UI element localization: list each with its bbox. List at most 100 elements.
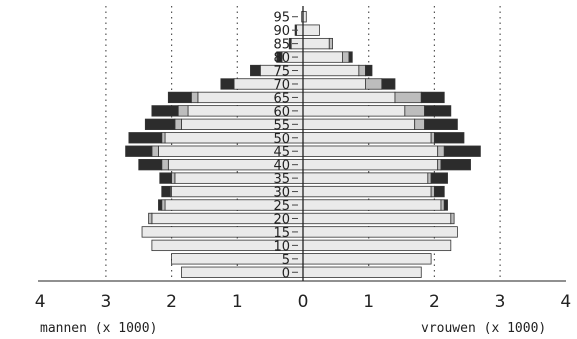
bar-mannen-35-seg2 — [171, 172, 176, 184]
y-tick-label: 85 — [273, 38, 290, 53]
bar-mannen-75-seg3 — [250, 64, 261, 77]
chart-grid — [105, 6, 501, 281]
y-tick-label: 75 — [273, 65, 290, 80]
x-tick-labels: 4 3 2 1 0 1 2 3 4 — [35, 292, 571, 312]
bar-vrouwen-25-seg2 — [440, 199, 445, 211]
bar-vrouwen-30-seg2 — [430, 185, 435, 198]
bar-vrouwen-60-seg3 — [424, 105, 452, 117]
bar-vrouwen-30-seg1 — [302, 185, 432, 198]
y-tick-label: 15 — [273, 226, 290, 241]
y-tick-label: 35 — [273, 172, 290, 187]
bar-mannen-30-seg3 — [161, 185, 171, 198]
x-tick-label: 0 — [298, 292, 309, 312]
y-tick-label: 5 — [282, 253, 290, 268]
bar-vrouwen-40-seg2 — [437, 159, 442, 171]
bar-vrouwen-65-seg2 — [394, 91, 422, 104]
bar-vrouwen-45-seg2 — [437, 145, 445, 157]
bar-mannen-20-seg2 — [148, 212, 153, 225]
y-tick-label: 50 — [273, 132, 290, 147]
y-tick-label: 80 — [273, 51, 290, 66]
bar-vrouwen-5-seg1 — [302, 253, 432, 265]
bar-mannen-45-seg2 — [151, 145, 159, 157]
bar-vrouwen-25-seg1 — [302, 199, 442, 211]
bar-mannen-60-seg2 — [177, 105, 189, 117]
bar-mannen-25-seg3 — [158, 199, 163, 211]
bar-vrouwen-0-seg1 — [302, 266, 422, 278]
x-axis-label-women: vrouwen (x 1000) — [421, 321, 547, 336]
bar-mannen-70-seg3 — [220, 78, 235, 90]
bar-vrouwen-55-seg1 — [302, 118, 416, 130]
bar-mannen-45-seg3 — [125, 145, 153, 157]
x-tick-label: 3 — [100, 292, 111, 312]
bar-vrouwen-55-seg2 — [414, 118, 425, 130]
bar-mannen-55-seg2 — [174, 118, 182, 130]
bar-vrouwen-60-seg2 — [404, 105, 425, 117]
y-tick-label: 20 — [273, 212, 290, 227]
bar-vrouwen-80-seg1 — [302, 51, 343, 63]
y-tick-label: 30 — [273, 186, 290, 201]
x-tick-label: 1 — [232, 292, 243, 312]
bar-vrouwen-35-seg3 — [430, 172, 448, 184]
bar-vrouwen-10-seg1 — [302, 239, 452, 252]
bar-vrouwen-65-seg1 — [302, 91, 396, 104]
bar-mannen-60-seg3 — [151, 105, 179, 117]
x-tick-label: 3 — [495, 292, 506, 312]
bar-vrouwen-80-seg2 — [342, 51, 350, 63]
bar-vrouwen-75-seg2 — [358, 64, 366, 77]
y-tick-label: 45 — [273, 145, 290, 160]
x-tick-label: 2 — [429, 292, 440, 312]
bar-mannen-55-seg3 — [144, 118, 176, 130]
bar-vrouwen-75-seg1 — [302, 64, 360, 77]
bar-vrouwen-25-seg3 — [443, 199, 448, 211]
bar-vrouwen-35-seg2 — [427, 172, 432, 184]
y-tick-label: 55 — [273, 118, 290, 133]
x-tick-label: 4 — [35, 292, 46, 312]
bar-vrouwen-30-seg3 — [433, 185, 445, 198]
bar-vrouwen-15-seg1 — [302, 226, 458, 238]
x-tick-label: 1 — [363, 292, 374, 312]
bar-vrouwen-50-seg2 — [430, 132, 435, 144]
y-tick-label: 0 — [282, 266, 290, 281]
bar-vrouwen-85-seg1 — [302, 37, 330, 50]
bar-vrouwen-85-seg2 — [328, 37, 333, 50]
bar-mannen-40-seg3 — [138, 159, 163, 171]
bar-vrouwen-90-seg1 — [302, 24, 320, 36]
y-tick-label: 95 — [273, 11, 290, 26]
bar-vrouwen-20-seg1 — [302, 212, 452, 225]
bar-vrouwen-45-seg1 — [302, 145, 439, 157]
chart-axes — [38, 6, 566, 282]
bar-vrouwen-70-seg3 — [381, 78, 396, 90]
y-tick-label: 25 — [273, 199, 290, 214]
bar-vrouwen-20-seg2 — [450, 212, 455, 225]
x-axis-label-men: mannen (x 1000) — [40, 321, 158, 336]
bar-vrouwen-45-seg3 — [443, 145, 481, 157]
bar-mannen-40-seg2 — [161, 159, 169, 171]
bar-mannen-65-seg2 — [190, 91, 199, 104]
x-tick-label: 4 — [560, 292, 571, 312]
bar-mannen-80-seg3 — [276, 51, 283, 63]
bar-mannen-35-seg3 — [159, 172, 173, 184]
bar-mannen-50-seg2 — [161, 132, 166, 144]
bar-vrouwen-50-seg3 — [433, 132, 465, 144]
bar-vrouwen-40-seg3 — [440, 159, 471, 171]
x-tick-label: 2 — [166, 292, 177, 312]
bar-vrouwen-60-seg1 — [302, 105, 406, 117]
bar-vrouwen-35-seg1 — [302, 172, 429, 184]
bar-mannen-25-seg2 — [161, 199, 166, 211]
bar-mannen-50-seg3 — [128, 132, 163, 144]
bar-mannen-85-seg3 — [288, 37, 292, 50]
bar-vrouwen-80-seg3 — [348, 51, 353, 63]
y-tick-label: 40 — [273, 159, 290, 174]
y-tick-label: 70 — [273, 78, 290, 93]
bar-vrouwen-70-seg2 — [365, 78, 383, 90]
bar-vrouwen-75-seg3 — [365, 64, 373, 77]
y-tick-label: 60 — [273, 105, 290, 120]
y-tick-label: 10 — [273, 239, 290, 254]
y-tick-label: 90 — [273, 24, 290, 39]
y-tick-label: 65 — [273, 91, 290, 106]
bar-vrouwen-70-seg1 — [302, 78, 366, 90]
bar-mannen-65-seg3 — [167, 91, 192, 104]
bar-vrouwen-55-seg3 — [424, 118, 458, 130]
